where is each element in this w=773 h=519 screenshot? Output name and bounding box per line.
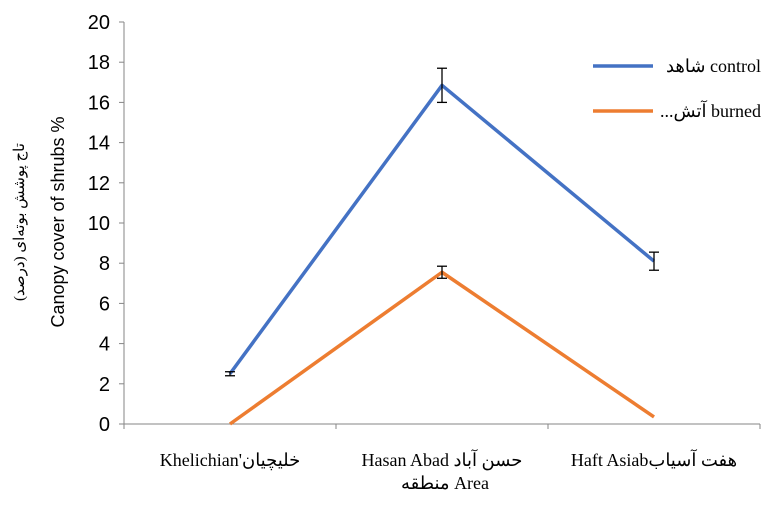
series-line-2 [228,270,655,426]
y-tick-label: 8 [99,253,110,275]
x-axis: Khelichian'خلیچیان Hasan Abad حسن آباد Haf… [123,423,761,471]
series-line-1 [228,83,656,375]
y-tick-label: 18 [88,52,110,74]
x-axis-title: منطقه Area [401,473,489,493]
y-tick-label: 16 [88,92,110,114]
legend-label-1: شاهد control [666,56,761,76]
y-tick-label: 2 [99,374,110,396]
legend: شاهد control ...آتش burned [593,56,761,122]
y-tick-label: 0 [99,414,110,436]
y-tick-label: 6 [99,293,110,315]
y-axis-title-secondary: تاج پوشش بوته‌ای (درصد) [12,143,28,301]
y-tick-label: 12 [88,173,110,195]
x-axis-ticks: Khelichian'خلیچیان Hasan Abad حسن آباد Haf… [123,424,761,471]
y-axis-ticks: 0 2 4 6 8 10 12 14 16 18 20 [88,12,124,436]
x-tick-label: Hasan Abad حسن آباد [362,449,523,471]
y-tick-label: 10 [88,213,110,235]
y-tick-label: 14 [88,133,110,155]
y-tick-label: 20 [88,12,110,34]
y-tick-label: 4 [99,334,110,356]
legend-label-2: ...آتش burned [660,100,761,122]
y-axis: 0 2 4 6 8 10 12 14 16 18 20 [88,12,125,436]
y-axis-title: Canopy cover of shrubs % [48,116,68,327]
x-tick-label: Haft Asiabهفت آسیاب [571,449,737,470]
series-layer [225,67,659,426]
x-tick-label: Khelichian'خلیچیان [160,450,301,471]
